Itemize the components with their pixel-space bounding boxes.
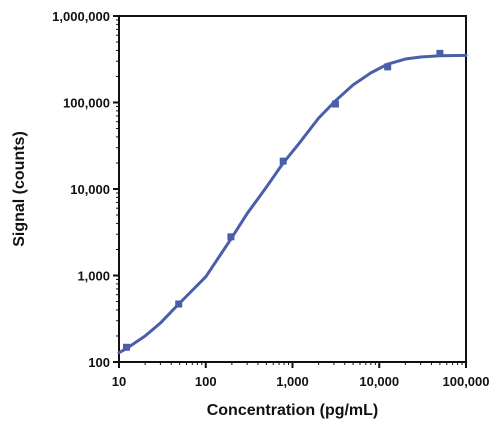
data-point: [279, 157, 287, 165]
data-point: [227, 233, 235, 241]
data-point: [384, 63, 392, 71]
x-tick-label: 100,000: [443, 374, 490, 389]
y-axis-title: Signal (counts): [11, 131, 28, 247]
x-tick-label: 10: [112, 374, 126, 389]
axes: 10 100 1,000 10,000 100,0001001,00010,000100…: [52, 9, 489, 389]
data-point: [175, 300, 183, 308]
y-tick-label: 1,000,000: [52, 9, 110, 24]
data-point: [436, 49, 444, 57]
x-tick-label: 1,000: [276, 374, 309, 389]
y-tick-label: 1,000: [77, 269, 110, 284]
chart-marks: [117, 49, 468, 355]
x-axis-title: Concentration (pg/mL): [207, 402, 379, 419]
data-point: [331, 100, 339, 108]
fit-curve: [117, 53, 468, 355]
y-tick-label: 100,000: [63, 96, 110, 111]
y-tick-label: 100: [88, 355, 110, 370]
y-tick-label: 10,000: [70, 182, 110, 197]
x-tick-label: 100: [195, 374, 217, 389]
data-point: [122, 343, 130, 351]
x-tick-label: 10,000: [359, 374, 399, 389]
